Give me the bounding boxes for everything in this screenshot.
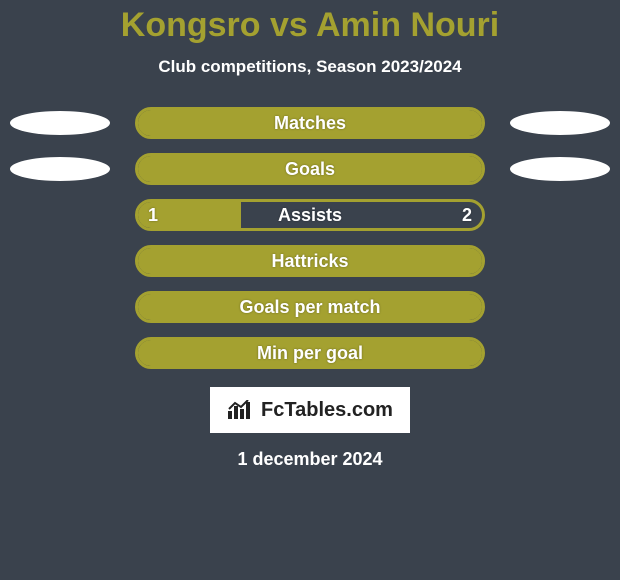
- stat-bar: Goals per match: [135, 291, 485, 323]
- stat-bar: Goals: [135, 153, 485, 185]
- left-ellipse: [10, 111, 110, 135]
- stat-value-right: 2: [462, 202, 472, 228]
- page-title: Kongsro vs Amin Nouri: [0, 6, 620, 45]
- stat-row: Goals per match: [0, 291, 620, 323]
- stat-bar: Min per goal: [135, 337, 485, 369]
- date-label: 1 december 2024: [0, 449, 620, 470]
- stat-row: 12Assists: [0, 199, 620, 231]
- bar-fill-left: [138, 156, 482, 182]
- stat-value-left: 1: [148, 202, 158, 228]
- bar-fill-left: [138, 248, 482, 274]
- stat-row: Goals: [0, 153, 620, 185]
- brand-box[interactable]: FcTables.com: [210, 387, 410, 433]
- stat-bar: Hattricks: [135, 245, 485, 277]
- stat-bar: 12Assists: [135, 199, 485, 231]
- bar-fill-left: [138, 110, 482, 136]
- left-ellipse: [10, 157, 110, 181]
- comparison-widget: Kongsro vs Amin Nouri Club competitions,…: [0, 0, 620, 580]
- stat-row: Hattricks: [0, 245, 620, 277]
- brand-text: FcTables.com: [261, 399, 393, 422]
- right-ellipse: [510, 157, 610, 181]
- stat-row: Matches: [0, 107, 620, 139]
- stat-bar: Matches: [135, 107, 485, 139]
- bars-list: MatchesGoals12AssistsHattricksGoals per …: [0, 107, 620, 369]
- brand-chart-icon: [227, 400, 253, 420]
- subtitle: Club competitions, Season 2023/2024: [0, 57, 620, 77]
- stat-row: Min per goal: [0, 337, 620, 369]
- right-ellipse: [510, 111, 610, 135]
- bar-fill-left: [138, 294, 482, 320]
- bar-fill-left: [138, 340, 482, 366]
